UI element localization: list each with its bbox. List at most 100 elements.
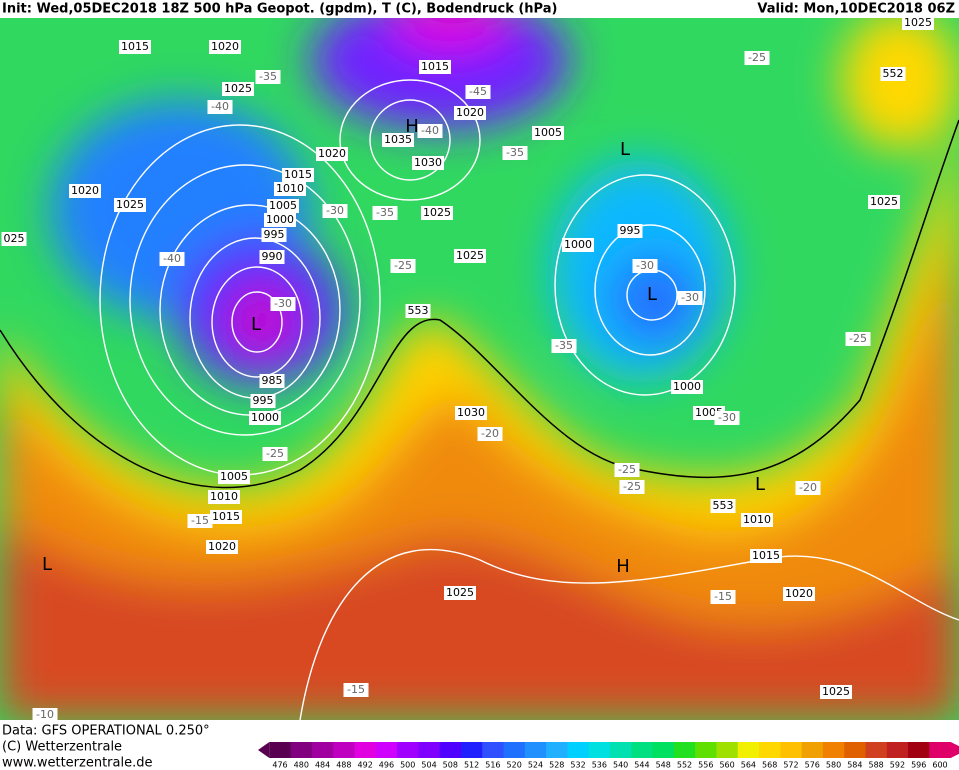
label-box — [714, 411, 740, 425]
colorbar-label: 540 — [613, 761, 628, 770]
isobar-label: 1020 — [208, 540, 236, 553]
contour-552 — [0, 119, 959, 489]
label-box — [421, 206, 453, 220]
colorbar-label: 492 — [358, 761, 373, 770]
isobar-label: 1005 — [269, 199, 297, 212]
colorbar-label: 584 — [847, 761, 862, 770]
label-box — [114, 198, 146, 212]
label-box — [617, 224, 643, 238]
colorbar-label: 592 — [890, 761, 905, 770]
label-box — [343, 683, 369, 697]
isobar-label: 995 — [620, 224, 641, 237]
isobar-label: 1025 — [423, 206, 451, 219]
colorbar-swatch — [695, 742, 717, 758]
label-box — [454, 249, 486, 263]
label-box — [316, 147, 348, 161]
colorbar-swatch — [439, 742, 462, 758]
label-box — [532, 126, 564, 140]
colorbar-label: 596 — [911, 761, 926, 770]
isobar-label: 1020 — [318, 147, 346, 160]
label-box — [744, 51, 770, 65]
label-box — [454, 106, 486, 120]
label-box — [264, 213, 296, 227]
colorbar-end — [950, 742, 959, 758]
label-box — [795, 481, 821, 495]
label-box — [619, 480, 645, 494]
temperature-label: -35 — [506, 146, 524, 159]
temperature-label: -40 — [211, 100, 229, 113]
label-box — [187, 514, 213, 528]
colorbar-swatch — [844, 742, 866, 758]
isobar-label: 1025 — [116, 198, 144, 211]
colorbar-label: 500 — [400, 761, 415, 770]
label-box — [206, 540, 238, 554]
colorbar-label: 484 — [315, 761, 330, 770]
colorbar-label: 560 — [719, 761, 734, 770]
label-box — [255, 70, 281, 84]
colorbar-label: 588 — [868, 761, 883, 770]
colorbar-label: 544 — [634, 761, 649, 770]
temperature-label: -30 — [274, 297, 292, 310]
colorbar-swatch — [631, 742, 654, 758]
label-box — [32, 708, 58, 720]
isobar-label: 1020 — [456, 106, 484, 119]
isobar-label: 1005 — [534, 126, 562, 139]
label-box — [274, 182, 306, 196]
temperature-label: -25 — [618, 463, 636, 476]
label-box — [783, 587, 815, 601]
colorbar-swatch — [375, 742, 398, 758]
label-box — [455, 406, 487, 420]
label-box — [820, 685, 852, 699]
temperature-label: -45 — [469, 85, 487, 98]
isobar-label: 1015 — [212, 510, 240, 523]
temperature-label: -25 — [394, 259, 412, 272]
colorbar-swatch — [524, 742, 547, 758]
pressure-center: L — [42, 554, 52, 575]
temperature-label: -20 — [799, 481, 817, 494]
pressure-center: L — [647, 284, 657, 305]
label-box — [614, 463, 640, 477]
colorbar-label: 568 — [762, 761, 777, 770]
temperature-label: -25 — [748, 51, 766, 64]
pressure-center: H — [405, 116, 419, 137]
isobar-label: 1025 — [456, 249, 484, 262]
label-box — [551, 339, 577, 353]
colorbar-label: 488 — [336, 761, 351, 770]
label-box — [207, 100, 233, 114]
isobar-label: 1025 — [870, 195, 898, 208]
colorbar-label: 532 — [570, 761, 585, 770]
isobar-label: 1015 — [121, 40, 149, 53]
label-box — [69, 184, 101, 198]
temperature-label: -15 — [347, 683, 365, 696]
label-box — [562, 238, 594, 252]
colorbar-swatch — [482, 742, 505, 758]
temperature-label: -15 — [191, 514, 209, 527]
label-box — [382, 133, 414, 147]
isobar-label: 1000 — [564, 238, 592, 251]
header-band — [0, 0, 959, 18]
pressure-center: L — [251, 314, 261, 335]
temperature-label: -35 — [259, 70, 277, 83]
colorbar-label: 516 — [485, 761, 500, 770]
label-box — [632, 259, 658, 273]
isobar-label: 1030 — [457, 406, 485, 419]
colorbar-label: 600 — [932, 761, 947, 770]
temperature-label: -35 — [376, 206, 394, 219]
colorbar-label: 576 — [805, 761, 820, 770]
label-box — [222, 82, 254, 96]
label-box — [710, 499, 736, 513]
temperature-label: -25 — [266, 447, 284, 460]
temperature-label: -30 — [636, 259, 654, 272]
colorbar-label: 496 — [379, 761, 394, 770]
colorbar-swatch — [865, 742, 888, 758]
temperature-label: -40 — [421, 124, 439, 137]
isobar-label: 990 — [262, 250, 283, 263]
colorbar-label: 512 — [464, 761, 479, 770]
header-right: Valid: Mon,10DEC2018 06Z — [757, 2, 955, 17]
label-box — [502, 146, 528, 160]
colorbar-swatch — [311, 742, 334, 758]
isobar-label: 1005 — [220, 470, 248, 483]
label-box — [677, 291, 703, 305]
colorbar-swatch — [759, 742, 781, 758]
